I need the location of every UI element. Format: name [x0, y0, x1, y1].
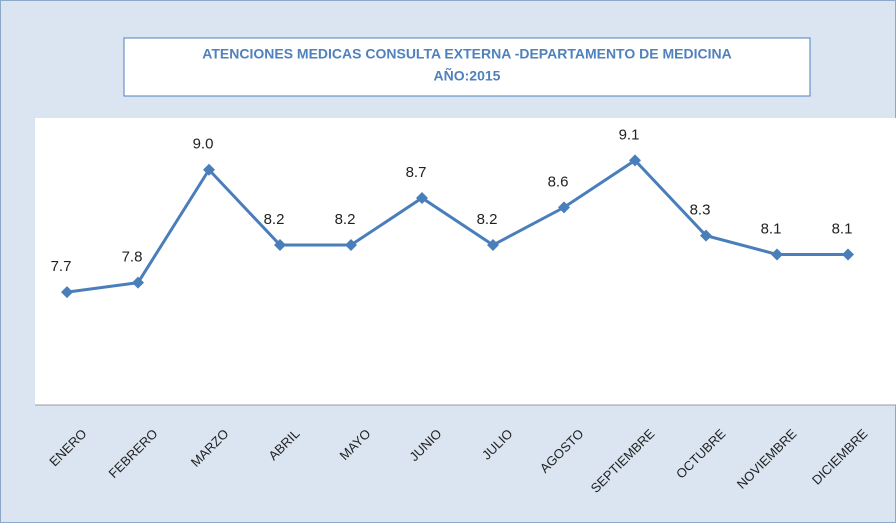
plot-area [35, 118, 896, 405]
title-box [123, 37, 811, 97]
marker [629, 154, 641, 167]
data-label: 7.7 [51, 258, 72, 275]
marker [771, 248, 783, 261]
data-label: 8.3 [690, 202, 711, 219]
data-line [66, 158, 848, 294]
data-label: 7.8 [122, 249, 143, 266]
marker [842, 248, 854, 261]
marker [132, 276, 144, 289]
data-label: 9.0 [193, 136, 214, 153]
chart-title: ATENCIONES MEDICAS CONSULTA EXTERNA -DEP… [202, 46, 731, 62]
marker [345, 239, 357, 252]
data-label: 8.2 [335, 211, 356, 228]
chart-subtitle: AÑO:2015 [434, 67, 501, 84]
marker [203, 163, 215, 176]
data-label: 8.7 [406, 164, 427, 181]
data-label: 8.2 [264, 211, 285, 228]
marker [416, 191, 428, 204]
data-label: 8.1 [832, 220, 853, 237]
marker [61, 286, 73, 299]
data-label: 9.1 [619, 126, 640, 143]
marker [700, 229, 712, 242]
data-label: 8.1 [761, 220, 782, 237]
data-label: 8.2 [477, 211, 498, 228]
data-label: 8.6 [548, 173, 569, 190]
marker [274, 239, 286, 252]
marker [558, 201, 570, 214]
marker [487, 239, 499, 252]
